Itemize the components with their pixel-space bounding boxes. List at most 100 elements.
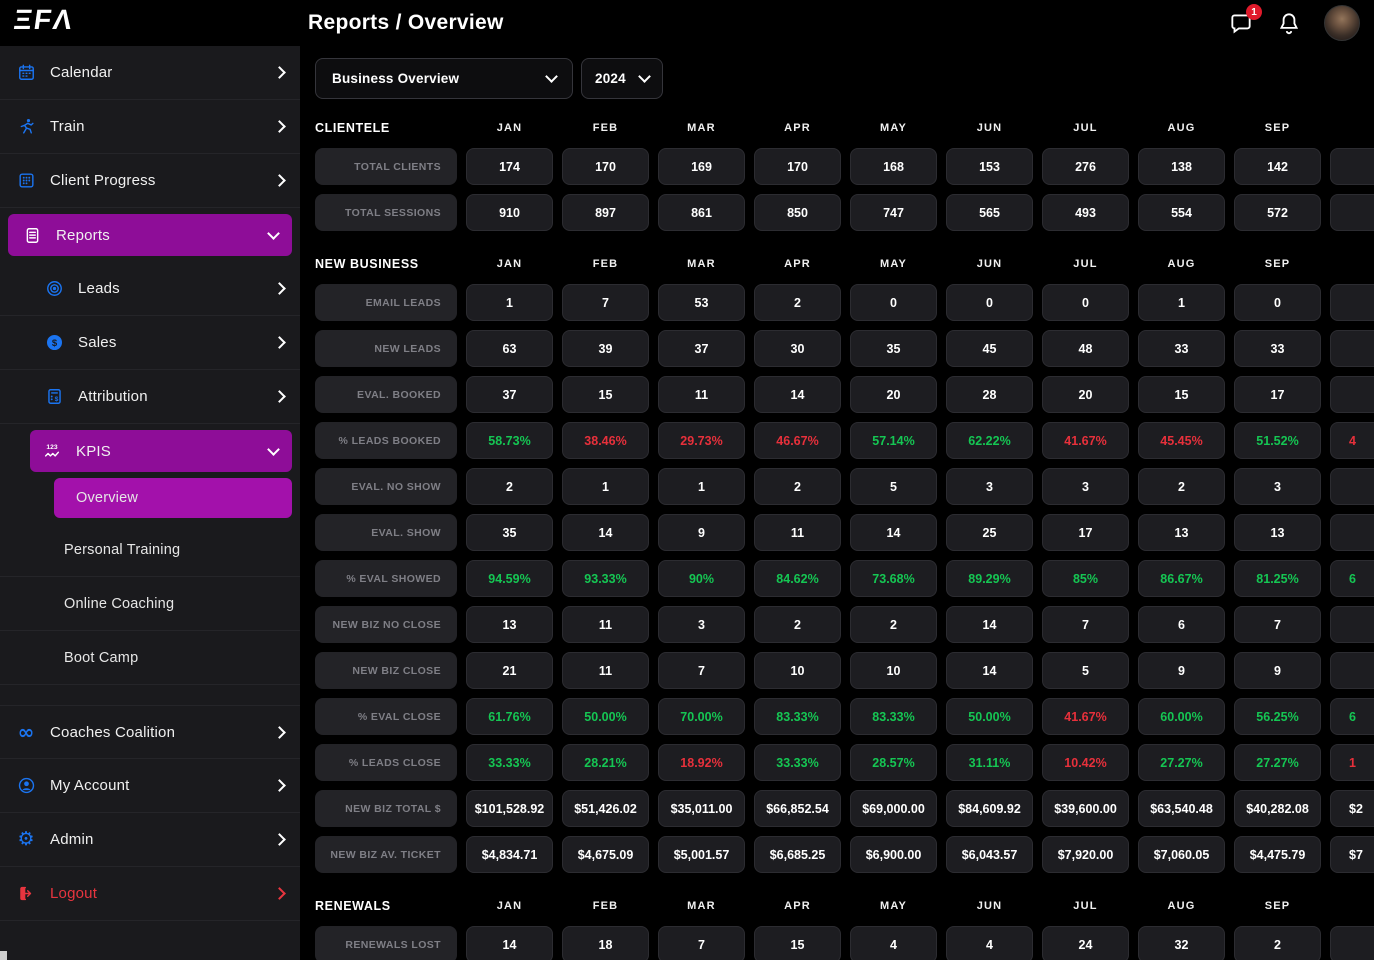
month-header: SEP [1234,900,1321,912]
kpi-cell: 2 [1138,468,1225,505]
chevron-right-icon [273,174,286,187]
bell-icon [1276,10,1302,36]
kpi-cell-partial [1330,926,1374,960]
month-header: MAY [850,900,937,912]
sidebar-item-my-account[interactable]: My Account [0,759,300,813]
sidebar-item-label: Calendar [50,64,275,81]
kpi-cell: $4,675.09 [562,836,649,873]
kpi-cell: $69,000.00 [850,790,937,827]
sidebar-item-client-progress[interactable]: Client Progress [0,154,300,208]
kpi-cell: 14 [946,606,1033,643]
month-header: JUL [1042,258,1129,270]
sidebar-item-boot-camp[interactable]: Boot Camp [0,631,300,685]
month-header: AUG [1138,258,1225,270]
avatar[interactable] [1324,5,1360,41]
table-row: % EVAL SHOWED94.59%93.33%90%84.62%73.68%… [315,560,1374,597]
kpi-cell: $6,900.00 [850,836,937,873]
kpi-cell: 86.67% [1138,560,1225,597]
messages-button[interactable]: 1 [1228,10,1254,36]
sidebar-item-overview[interactable]: Overview [54,478,292,518]
kpi-cell-partial [1330,376,1374,413]
sidebar-item-admin[interactable]: ⚙Admin [0,813,300,867]
notifications-button[interactable] [1276,10,1302,36]
sidebar-item-online-coaching[interactable]: Online Coaching [0,577,300,631]
kpi-cell: 29.73% [658,422,745,459]
kpi-cell: 153 [946,148,1033,185]
kpi-cell: 11 [754,514,841,551]
table-row: NEW BIZ TOTAL $$101,528.92$51,426.02$35,… [315,790,1374,827]
sidebar-item-kpis[interactable]: 123KPIS [30,430,292,472]
kpi-cell: 13 [1234,514,1321,551]
kpi-cell: $4,834.71 [466,836,553,873]
sidebar-item-label: Attribution [78,388,275,405]
sidebar-item-label: Boot Camp [64,650,284,666]
kpi-cell: 15 [562,376,649,413]
kpi-cell: 170 [562,148,649,185]
kpi-cell: 14 [466,926,553,960]
top-actions: 1 [1228,0,1360,46]
sidebar-item-calendar[interactable]: Calendar [0,46,300,100]
sidebar-item-coaches-coalition[interactable]: ∞Coaches Coalition [0,705,300,759]
year-select[interactable]: 2024 [581,58,663,99]
month-header: SEP [1234,258,1321,270]
kpi-cell-partial [1330,468,1374,505]
kpi-cell: 53 [658,284,745,321]
kpi-cell: 18 [562,926,649,960]
row-label: NEW BIZ AV. TICKET [315,836,457,873]
kpi-cell: 15 [754,926,841,960]
kpi-cell: 32 [1138,926,1225,960]
kpi-cell: 90% [658,560,745,597]
kpi-cell: 169 [658,148,745,185]
attribution-icon: $ [44,387,64,407]
kpi-cell: 747 [850,194,937,231]
kpi-cell: 37 [466,376,553,413]
sidebar-item-logout[interactable]: Logout [0,867,300,921]
sidebar-item-attribution[interactable]: $ Attribution [0,370,300,424]
kpi-cell-partial [1330,284,1374,321]
kpi-cell: 4 [946,926,1033,960]
kpi-cell: $4,475.79 [1234,836,1321,873]
kpi-cell: 13 [466,606,553,643]
sidebar-item-sales[interactable]: $Sales [0,316,300,370]
sidebar-item-reports[interactable]: Reports [8,214,292,256]
chevron-right-icon [273,833,286,846]
kpi-cell: 174 [466,148,553,185]
section-header-row: CLIENTELEJANFEBMARAPRMAYJUNJULAUGSEP [315,108,1374,148]
kpi-cell: 28 [946,376,1033,413]
kpi-cell: 35 [850,330,937,367]
kpi-cell-partial [1330,514,1374,551]
row-label: EVAL. BOOKED [315,376,457,413]
month-header: JUN [946,258,1033,270]
row-label: % EVAL SHOWED [315,560,457,597]
kpi-cell: 2 [754,606,841,643]
efa-logo[interactable]: ΞFΛ [12,4,76,36]
kpi-cell: 33.33% [754,744,841,781]
kpi-cell: 41.67% [1042,422,1129,459]
kpi-cell: $101,528.92 [466,790,553,827]
sidebar-item-leads[interactable]: Leads [0,262,300,316]
kpi-cell: 1 [466,284,553,321]
table-section-new-business: NEW BUSINESSJANFEBMARAPRMAYJUNJULAUGSEPE… [315,244,1374,873]
sidebar-item-train[interactable]: Train [0,100,300,154]
kpi-cell: 276 [1042,148,1129,185]
kpi-cell: 3 [1234,468,1321,505]
scrollbar-thumb[interactable] [0,951,7,960]
kpi-cell-partial [1330,148,1374,185]
kpi-cell: 57.14% [850,422,937,459]
svg-text:123: 123 [46,444,57,451]
month-header: AUG [1138,122,1225,134]
kpi-cell: 168 [850,148,937,185]
month-header: APR [754,258,841,270]
main-content: Business Overview 2024 CLIENTELEJANFEBMA… [300,46,1374,960]
kpi-cell: 1 [658,468,745,505]
kpi-cell: 17 [1234,376,1321,413]
row-label: NEW BIZ TOTAL $ [315,790,457,827]
kpi-cell-partial: 6 [1330,560,1374,597]
sidebar-item-personal-training[interactable]: Personal Training [0,523,300,577]
table-row: TOTAL CLIENTS174170169170168153276138142 [315,148,1374,185]
kpi-cell: $40,282.08 [1234,790,1321,827]
chevron-down-icon [267,227,280,240]
report-type-select[interactable]: Business Overview [315,58,573,99]
sidebar-item-label: Personal Training [64,542,284,558]
kpi-cell-partial [1330,652,1374,689]
